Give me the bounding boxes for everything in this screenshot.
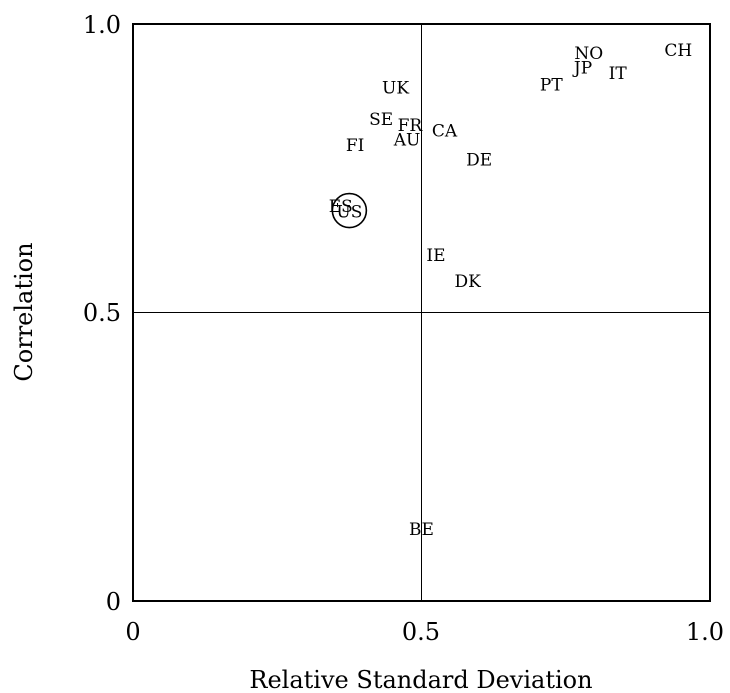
x-tick-label: 1.0	[686, 618, 724, 646]
y-tick-label: 0.5	[83, 299, 121, 327]
point-label-dk: DK	[454, 272, 481, 292]
point-label-uk: UK	[382, 78, 409, 98]
point-label-fr: FR	[398, 116, 424, 136]
x-tick-label: 0.5	[402, 618, 440, 646]
point-label-au: AU	[393, 130, 421, 150]
point-label-ca: CA	[432, 122, 458, 142]
point-label-us: US	[336, 203, 362, 223]
point-label-ie: IE	[426, 246, 445, 266]
point-label-de: DE	[466, 151, 492, 171]
x-axis-label: Relative Standard Deviation	[249, 666, 592, 693]
y-tick-label: 0	[106, 588, 121, 616]
point-label-no: NO	[574, 44, 603, 64]
point-label-fi: FI	[346, 136, 365, 156]
x-tick-label: 0	[125, 618, 140, 646]
y-tick-label: 1.0	[83, 11, 121, 39]
point-label-be: BE	[409, 520, 434, 540]
highlight-circle	[331, 192, 368, 229]
point-label-it: IT	[609, 64, 628, 84]
y-axis-label: Correlation	[10, 242, 38, 381]
point-label-se: SE	[369, 110, 393, 130]
point-label-ch: CH	[664, 41, 692, 61]
point-label-pt: PT	[540, 76, 563, 96]
point-label-jp: JP	[572, 58, 592, 78]
